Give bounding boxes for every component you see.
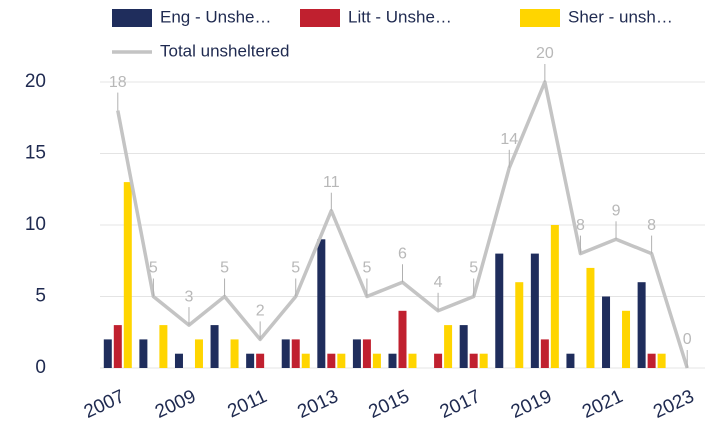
bar	[459, 325, 468, 368]
legend-label: Litt - Unshe…	[348, 7, 452, 26]
x-tick-label: 2017	[437, 386, 484, 423]
data-label: 18	[109, 74, 127, 91]
x-tick-label: 2015	[366, 386, 413, 423]
bar	[123, 182, 132, 368]
bar	[159, 325, 168, 368]
data-label: 8	[647, 217, 656, 234]
bar	[372, 353, 381, 368]
data-label: 14	[500, 131, 518, 148]
y-tick-label: 15	[25, 143, 46, 164]
bar	[388, 353, 397, 368]
legend-label: Eng - Unshe…	[160, 7, 272, 26]
y-tick-label: 20	[25, 71, 46, 92]
bar	[210, 325, 219, 368]
bar	[317, 239, 326, 368]
bar	[444, 325, 453, 368]
bar	[602, 296, 611, 368]
bar	[637, 282, 646, 368]
data-label: 5	[291, 260, 300, 277]
bar	[256, 353, 265, 368]
bar	[586, 267, 595, 368]
bar	[566, 353, 575, 368]
x-tick-label: 2013	[294, 386, 341, 423]
legend-swatch	[300, 9, 340, 27]
legend-label: Sher - unsh…	[568, 7, 673, 26]
bar	[174, 353, 183, 368]
data-label: 20	[536, 45, 554, 62]
bar	[139, 339, 148, 368]
bar	[398, 310, 407, 368]
bar	[408, 353, 417, 368]
data-label: 3	[185, 288, 194, 305]
data-label: 6	[398, 245, 407, 262]
x-tick-label: 2023	[650, 386, 697, 423]
bar	[469, 353, 478, 368]
bar	[362, 339, 371, 368]
data-label: 5	[362, 260, 371, 277]
data-label: 5	[220, 260, 229, 277]
bar	[301, 353, 310, 368]
x-tick-label: 2021	[579, 386, 626, 423]
bar	[530, 253, 539, 368]
bar	[550, 225, 559, 368]
x-tick-label: 2007	[81, 386, 128, 423]
data-label: 4	[434, 274, 443, 291]
bar	[495, 253, 504, 368]
bar	[622, 310, 631, 368]
data-label: 5	[149, 260, 158, 277]
x-tick-label: 2019	[508, 386, 555, 423]
bar	[103, 339, 112, 368]
bar	[113, 325, 122, 368]
data-label: 11	[323, 174, 340, 191]
bar	[647, 353, 656, 368]
bar	[515, 282, 524, 368]
bar	[434, 353, 443, 368]
bar	[337, 353, 346, 368]
legend-swatch	[112, 9, 152, 27]
bar	[281, 339, 290, 368]
data-label: 0	[683, 331, 692, 348]
bar	[352, 339, 361, 368]
legend-swatch	[520, 9, 560, 27]
bar	[230, 339, 239, 368]
y-tick-label: 5	[35, 286, 46, 307]
bar	[479, 353, 488, 368]
bar	[540, 339, 549, 368]
bar	[657, 353, 666, 368]
data-label: 2	[256, 303, 265, 320]
legend-label: Total unsheltered	[160, 41, 289, 60]
x-tick-label: 2011	[224, 386, 270, 422]
bar	[194, 339, 203, 368]
data-label: 8	[576, 217, 585, 234]
data-label: 5	[469, 260, 478, 277]
data-label: 9	[612, 203, 621, 220]
y-tick-label: 0	[35, 357, 46, 378]
y-tick-label: 10	[25, 214, 46, 235]
bar	[291, 339, 300, 368]
x-tick-label: 2009	[152, 386, 199, 423]
bar	[327, 353, 336, 368]
bar	[246, 353, 255, 368]
